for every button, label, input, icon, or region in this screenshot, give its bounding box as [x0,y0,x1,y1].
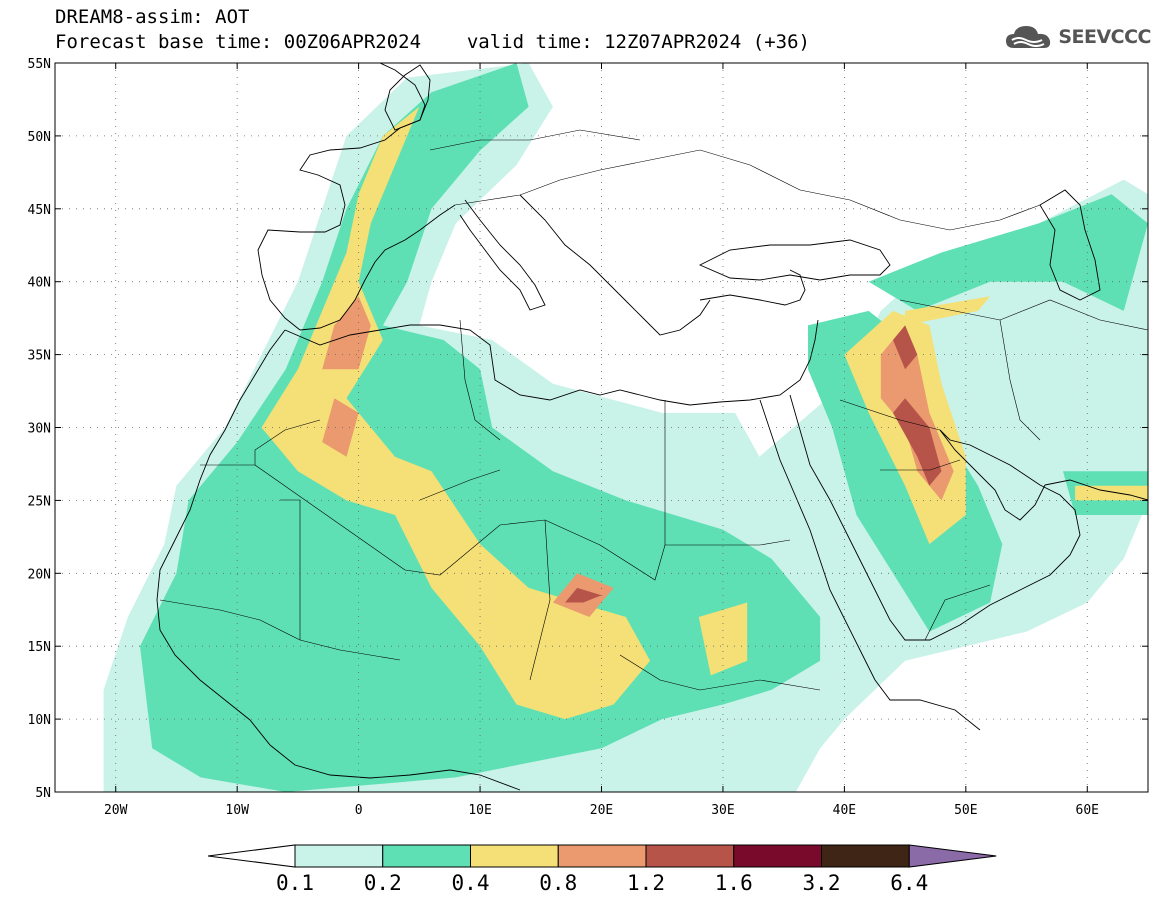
italy [459,199,546,311]
colorbar-swatch [645,844,735,868]
y-tick-label: 10N [28,713,51,728]
valid-time: valid time: 12Z07APR2024 (+36) [466,31,810,53]
y-tick-label: 50N [28,130,51,145]
caspian-sea [1039,189,1101,301]
axis-ticks: 20W 10W 0 10E 20E 30E 40E 50E 60E 55N 50N 45N 40N 35N… [28,57,1148,818]
x-tick-label: 10W [225,803,249,818]
x-tick-label: 0 [355,803,363,818]
colorbar-swatch [733,844,822,868]
aot-region-level-2 [905,296,991,326]
y-tick-label: 20N [28,567,51,582]
red-sea-west [759,399,981,731]
aot-region-level-4 [565,587,602,603]
x-tick-label: 20E [590,803,613,818]
colorbar-upper-extension [908,844,997,868]
iberia-med-coast [299,204,456,331]
arabia-coast [789,394,1081,641]
colorbar-swatch [557,844,647,868]
colorbar: 0.1 0.2 0.4 0.8 1.2 1.6 3.2 6.4 [207,844,997,895]
seevccc-logo: SEEVCCC [1004,22,1151,52]
map-title: DREAM8-assim: AOT [55,6,250,28]
x-tick-label: 50E [954,803,977,818]
x-tick-label: 60E [1076,803,1099,818]
balkans-coast [519,194,711,336]
colorbar-level-label: 0.8 [539,871,577,895]
aot-contour-fields [103,63,1148,792]
turkey-coast [699,269,806,306]
x-tick-label: 30E [711,803,734,818]
aot-region-level-3 [322,398,359,457]
iran-coast [1044,479,1148,501]
y-tick-label: 40N [28,276,51,291]
black-sea [698,239,891,281]
colorbar-level-label: 1.6 [715,871,753,895]
y-tick-label: 5N [35,786,51,801]
colorbar-level-label: 0.2 [364,871,402,895]
colorbar-lower-extension [207,844,296,868]
aot-region-level-2 [1075,485,1148,501]
colorbar-swatch [294,844,384,868]
x-tick-label: 20W [104,803,128,818]
british-isles [384,64,431,131]
y-tick-label: 15N [28,640,51,655]
west-africa-coast [156,329,521,791]
colorbar-level-label: 1.2 [627,871,665,895]
y-tick-label: 55N [28,57,51,72]
x-tick-label: 40E [833,803,856,818]
time-info: Forecast base time: 00Z06APR2024 valid t… [55,31,810,53]
y-tick-label: 30N [28,422,51,437]
logo-text: SEEVCCC [1058,26,1151,48]
colorbar-swatch [382,844,471,868]
aot-region-level-4 [893,398,942,486]
y-tick-label: 45N [28,203,51,218]
coastlines [156,63,1148,791]
aot-region-level-2 [698,602,748,676]
forecast-base-time: Forecast base time: 00Z06APR2024 [55,31,422,53]
colorbar-level-label: 6.4 [890,871,928,895]
cloud-icon [1006,26,1051,48]
colorbar-swatch [821,844,910,868]
y-tick-label: 35N [28,349,51,364]
aot-region-level-0 [674,427,748,472]
colorbar-level-label: 0.4 [452,871,490,895]
country-borders [159,129,1148,691]
aot-region-level-1 [868,194,1148,311]
north-africa-coast [284,319,819,406]
colorbar-level-label: 0.1 [276,871,314,895]
colorbar-swatch [470,844,559,868]
colorbar-level-label: 3.2 [803,871,841,895]
aot-region-level-4 [893,325,918,370]
x-tick-label: 10E [468,803,491,818]
y-tick-label: 25N [28,494,51,509]
